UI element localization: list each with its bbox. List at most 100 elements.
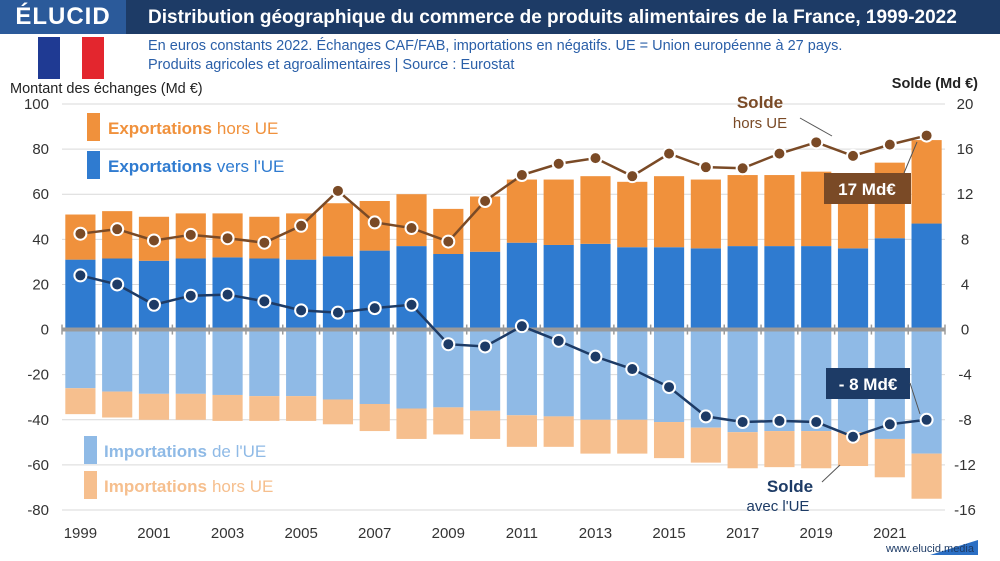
y2-tick-label: 0: [961, 322, 969, 339]
annotation-solde-ue-sub: avec l'UE: [747, 498, 810, 515]
axis-ticks: 100806040200-20-40-60-80201612840-4-8-12…: [24, 96, 976, 542]
bar-import-hors-ue: [874, 438, 905, 478]
solde-hors-ue-point: [735, 161, 750, 176]
bar-export-ue: [690, 248, 721, 330]
badge-hors-ue-box: [824, 173, 911, 204]
solde-hors-ue-point: [73, 226, 88, 241]
solde-ue-point: [73, 268, 88, 283]
bar-import-hors-ue: [286, 396, 317, 421]
bar-export-hors-ue: [322, 203, 354, 257]
y-tick-label: 20: [32, 276, 49, 293]
bar-import-ue: [580, 329, 611, 420]
bar-import-hors-ue: [653, 422, 685, 459]
bar-export-ue: [764, 246, 795, 330]
solde-ue-point: [551, 333, 566, 348]
bar-export-ue: [102, 258, 133, 330]
solde-ue-point: [514, 319, 529, 334]
y2-tick-label: -16: [954, 502, 976, 519]
bar-import-hors-ue: [690, 427, 721, 463]
bar-import-ue: [396, 329, 427, 409]
bar-export-hors-ue: [911, 140, 942, 224]
bar-export-ue: [653, 247, 685, 330]
elucid-logo: ÉLUCID: [0, 0, 126, 34]
bar-export-hors-ue: [506, 179, 537, 243]
solde-hors-ue-point: [882, 137, 897, 152]
bar-import-ue: [102, 329, 133, 392]
bar-export-hors-ue: [617, 181, 648, 248]
legend: Exportations hors UE Exportations vers l'U…: [84, 113, 284, 499]
solde-hors-ue-point: [551, 156, 566, 171]
solde-hors-ue-point: [588, 151, 603, 166]
badge-hors-ue-label: 17 Md€: [838, 180, 896, 199]
solde-ue-point: [846, 429, 861, 444]
solde-ue-point: [110, 277, 125, 292]
y2-tick-label: 4: [961, 276, 969, 293]
legend-label-import-hors-ue: Importations hors UE: [104, 477, 273, 496]
legend-label-import-ue: Importations de l'UE: [104, 442, 266, 461]
badge-ue-box: [826, 368, 910, 399]
bar-import-ue: [65, 329, 96, 389]
solde-ue-line: [80, 274, 927, 439]
x-tick-label: 2015: [652, 525, 685, 542]
bar-import-hors-ue: [102, 391, 133, 418]
solde-hors-ue-point: [919, 128, 934, 143]
solde-hors-ue-point: [220, 231, 235, 246]
bar-import-hors-ue: [801, 431, 832, 469]
y-tick-label: -20: [27, 367, 49, 384]
bar-import-hors-ue: [470, 410, 501, 439]
bar-export-ue: [470, 251, 501, 330]
bar-export-hors-ue: [653, 176, 685, 248]
bar-import-ue: [506, 329, 537, 416]
bar-import-hors-ue: [249, 396, 280, 421]
bar-import-hors-ue: [580, 419, 611, 454]
solde-ue-point: [257, 294, 272, 309]
france-flag-icon: [38, 37, 104, 79]
solde-hors-ue-line: [80, 134, 927, 245]
bar-export-ue: [837, 248, 869, 330]
badge-ue-leader: [909, 382, 921, 415]
solde-hors-ue-point: [478, 193, 493, 208]
annotation-solde-hors-ue-sub: hors UE: [733, 115, 787, 132]
bar-export-hors-ue: [580, 176, 611, 244]
badge-ue-label: - 8 Md€: [839, 375, 898, 394]
solde-hors-ue-point: [110, 222, 125, 237]
legend-swatch-import-ue: [84, 436, 97, 464]
chart-subtitle: En euros constants 2022. Échanges CAF/FA…: [148, 38, 843, 54]
flag-red-stripe: [82, 37, 104, 79]
solde-hors-ue-point: [367, 215, 382, 230]
solde-hors-ue-point: [625, 169, 640, 184]
bar-export-hors-ue: [727, 175, 758, 247]
x-tick-label: 2003: [211, 525, 244, 542]
y-axis-title: Montant des échanges (Md €): [10, 81, 203, 97]
solde-hors-ue-point: [772, 146, 787, 161]
solde-ue-point: [146, 297, 161, 312]
bar-import-hors-ue: [322, 399, 354, 425]
bar-export-ue: [801, 246, 832, 330]
x-tick-label: 2001: [137, 525, 170, 542]
flag-blue-stripe: [38, 37, 60, 79]
bar-import-ue: [212, 329, 243, 395]
solde-ue-point: [220, 287, 235, 302]
x-tick-label: 2011: [506, 525, 538, 542]
bar-import-hors-ue: [138, 393, 170, 420]
bar-import-hors-ue: [543, 416, 574, 447]
solde-ue-point: [588, 349, 603, 364]
solde-ue-point: [330, 305, 345, 320]
bar-import-ue: [286, 329, 317, 397]
bar-export-ue: [727, 246, 758, 330]
annotation-solde-ue: - 8 Md€ Solde avec l'UE: [747, 368, 921, 515]
y2-tick-label: -8: [958, 412, 971, 429]
y-tick-label: 0: [41, 322, 49, 339]
y2-axis-title: Solde (Md €): [892, 76, 978, 92]
solde-ue-point: [698, 409, 713, 424]
y2-tick-label: 16: [957, 141, 974, 158]
x-tick-label: 2005: [284, 525, 317, 542]
bar-export-ue: [506, 242, 537, 330]
solde-ue-point: [294, 303, 309, 318]
solde-hors-ue-point: [698, 160, 713, 175]
bar-import-ue: [175, 329, 206, 394]
solde-hors-ue-point: [514, 168, 529, 183]
x-tick-label: 2013: [579, 525, 612, 542]
solde-ue-point: [478, 339, 493, 354]
bar-import-hors-ue: [727, 432, 758, 469]
